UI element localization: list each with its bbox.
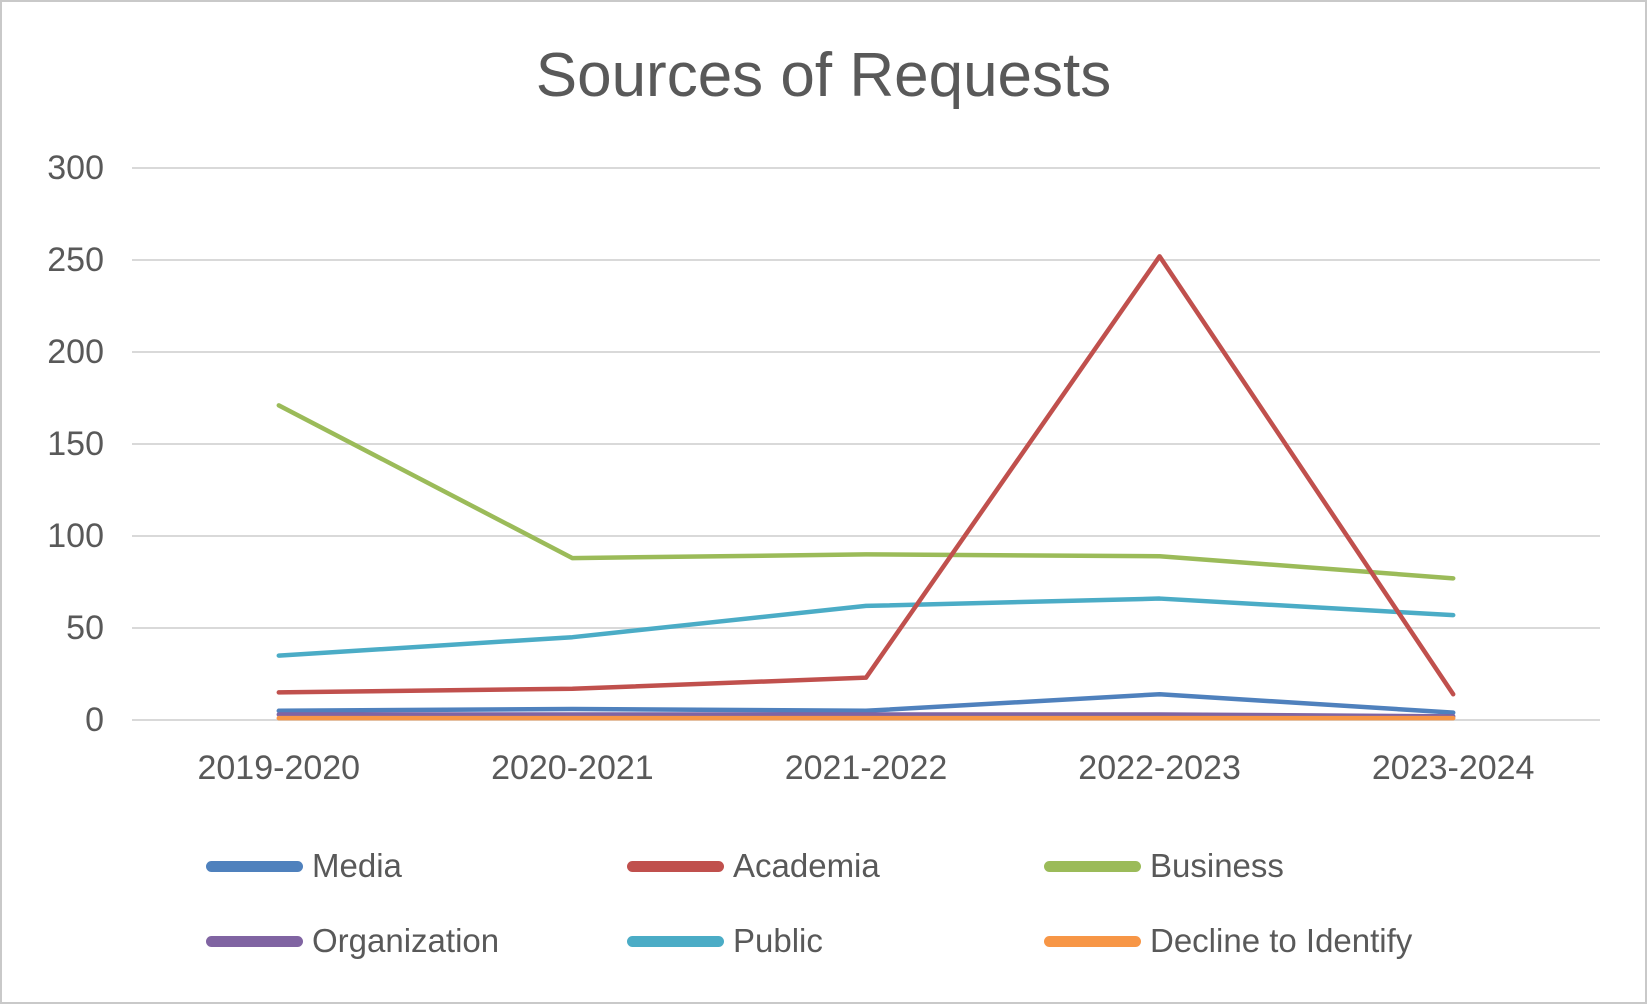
legend-item-media: Media	[206, 846, 402, 886]
legend-label-decline-to-identify: Decline to Identify	[1150, 922, 1413, 959]
series-line-organization	[276, 712, 1456, 719]
legend-item-decline-to-identify: Decline to Identify	[1044, 921, 1412, 961]
x-tick-label: 2020-2021	[491, 749, 654, 787]
series-line-media	[276, 691, 1456, 715]
y-tick-label: 300	[47, 149, 104, 187]
legend-swatch-business	[1044, 860, 1141, 872]
legend-item-organization: Organization	[206, 921, 499, 961]
legend-label-academia: Academia	[733, 847, 880, 884]
x-tick-label: 2023-2024	[1371, 749, 1535, 787]
legend-swatch-public	[627, 935, 724, 947]
legend-item-public: Public	[627, 921, 823, 961]
x-tick-label: 2019-2020	[197, 749, 361, 787]
legend-swatch-organization	[206, 935, 303, 947]
y-tick-label: 0	[85, 701, 104, 739]
y-tick-label: 150	[47, 425, 104, 463]
y-tick-label: 250	[47, 241, 104, 279]
legend-item-business: Business	[1044, 846, 1284, 886]
legend-label-media: Media	[312, 847, 402, 884]
series-line-public	[276, 596, 1456, 658]
y-tick-label: 50	[66, 609, 104, 647]
y-tick-label: 200	[47, 333, 104, 371]
x-tick-label: 2022-2023	[1078, 749, 1241, 787]
legend-swatch-media	[206, 860, 303, 872]
series-line-academia	[276, 254, 1456, 697]
legend-label-business: Business	[1150, 847, 1284, 884]
x-tick-label: 2021-2022	[784, 749, 948, 787]
series-line-business	[276, 403, 1456, 581]
legend-swatch-decline-to-identify	[1044, 935, 1141, 947]
y-tick-label: 100	[47, 517, 104, 555]
legend-item-academia: Academia	[627, 846, 880, 886]
chart-title: Sources of Requests	[535, 41, 1112, 110]
legend-label-organization: Organization	[312, 922, 500, 959]
legend-swatch-academia	[627, 860, 724, 872]
legend-label-public: Public	[733, 922, 823, 959]
